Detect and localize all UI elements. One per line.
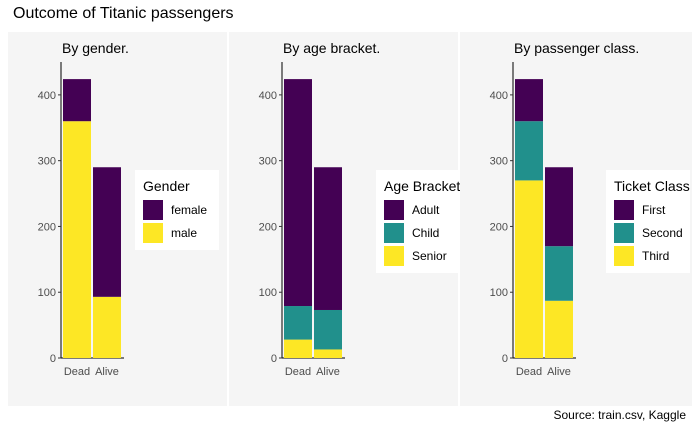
bar-dead-first [515,79,543,122]
legend-label: First [642,203,666,217]
bar-dead-adult [284,79,312,307]
bar-alive-first [545,167,573,247]
panel-title: By age bracket. [283,40,380,56]
bar-alive-second [545,246,573,301]
legend-swatch-adult [384,200,404,220]
y-tick-label: 400 [259,90,277,102]
bar-dead-second [515,121,543,181]
legend-swatch-male [143,223,163,243]
y-tick-label: 400 [490,90,508,102]
legend-swatch-first [614,200,634,220]
panel-ticket-class: By passenger class. 0 100 200 300 400 Dead Aliv… [460,32,692,406]
y-tick-label: 0 [271,353,277,365]
bar-alive-male [93,296,121,358]
legend-swatch-second [614,223,634,243]
panel-title: By gender. [62,40,129,56]
bar-alive-adult [314,167,342,310]
x-tick-label: Alive [547,366,571,378]
legend-label: Adult [412,203,440,217]
panel-gender: By gender. 0 100 200 300 400 Dead Alive Gender fe… [8,32,227,406]
bar-alive-third [545,300,573,358]
y-tick-label: 200 [490,221,508,233]
legend-swatch-child [384,223,404,243]
y-tick-label: 100 [38,287,56,299]
bar-dead-third [515,180,543,358]
legend-label: Second [642,226,683,240]
legend-swatch-female [143,200,163,220]
chart-caption: Source: train.csv, Kaggle [553,408,686,422]
bar-dead-child [284,306,312,340]
x-tick-label: Dead [64,366,90,378]
legend-label: female [171,203,207,217]
bar-dead-senior [284,339,312,358]
legend-title: Gender [143,178,190,194]
gender-chart: By gender. 0 100 200 300 400 Dead Alive Gender fe… [38,40,219,378]
bar-dead-female [63,79,91,122]
legend-label: Child [412,226,439,240]
legend-title: Ticket Class [614,178,690,194]
x-tick-label: Alive [95,366,119,378]
legend-label: Senior [412,249,447,263]
bar-dead-male [63,121,91,358]
age-bracket-chart: By age bracket. 0 100 200 300 400 Dead Alive Age… [259,40,461,378]
y-tick-label: 200 [259,221,277,233]
y-tick-label: 0 [50,353,56,365]
y-tick-label: 300 [259,156,277,168]
bar-alive-senior [314,349,342,358]
bar-alive-child [314,309,342,350]
bar-alive-female [93,167,121,297]
y-tick-label: 100 [490,287,508,299]
legend-title: Age Bracket [384,178,460,194]
panel-title: By passenger class. [514,40,639,56]
legend-swatch-third [614,246,634,266]
y-tick-label: 100 [259,287,277,299]
y-tick-label: 300 [38,156,56,168]
legend-label: male [171,226,197,240]
ticket-class-chart: By passenger class. 0 100 200 300 400 Dead Aliv… [490,40,690,378]
legend-swatch-senior [384,246,404,266]
y-tick-label: 400 [38,90,56,102]
panel-age-bracket: By age bracket. 0 100 200 300 400 Dead Alive Age… [229,32,461,406]
y-tick-label: 0 [502,353,508,365]
y-tick-label: 200 [38,221,56,233]
x-tick-label: Dead [516,366,542,378]
chart-title: Outcome of Titanic passengers [13,5,234,22]
legend-label: Third [642,249,669,263]
x-tick-label: Alive [316,366,340,378]
y-tick-label: 300 [490,156,508,168]
chart-panels: By gender. 0 100 200 300 400 Dead Alive Gender fe… [8,32,692,406]
x-tick-label: Dead [285,366,311,378]
